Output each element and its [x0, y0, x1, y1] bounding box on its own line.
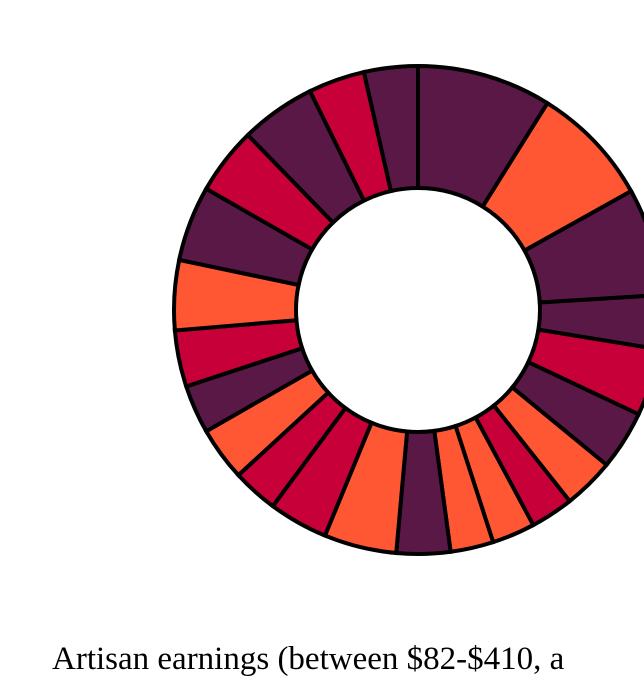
chart-caption: Artisan earnings (between $82-$410, a	[52, 641, 565, 677]
donut-slice-3	[521, 188, 644, 305]
donut-slices	[172, 63, 644, 556]
donut-slice-23	[361, 63, 420, 194]
